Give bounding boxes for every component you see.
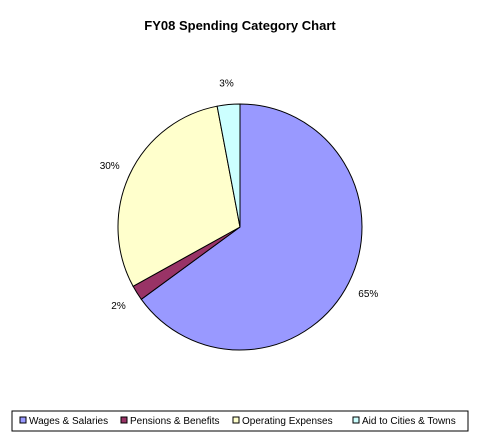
legend-label-3: Operating Expenses [242, 416, 333, 427]
slice-label-3: 30% [100, 161, 120, 172]
legend-label-2: Pensions & Benefits [130, 416, 220, 427]
slice-label-2: 2% [111, 301, 126, 312]
slice-label-4: 3% [219, 79, 234, 90]
pie-labels: 65% 2% 30% 3% [100, 79, 379, 312]
legend-swatch-1 [19, 416, 27, 424]
pie-slice-3 [117, 105, 241, 287]
legend-box [11, 410, 469, 432]
chart-title: FY08 Spending Category Chart [144, 18, 336, 33]
legend: Wages & Salaries Pensions & Benefits Opera… [11, 410, 469, 432]
slice-label-1: 65% [358, 289, 378, 300]
pie-slices [117, 103, 363, 351]
legend-label-1: Wages & Salaries [29, 416, 108, 427]
legend-swatch-2 [120, 416, 128, 424]
pie-slice-4 [216, 103, 241, 228]
legend-swatch-4 [352, 416, 360, 424]
pie-slice-1 [140, 103, 363, 351]
legend-label-4: Aid to Cities & Towns [362, 416, 456, 427]
legend-swatch-3 [232, 416, 240, 424]
